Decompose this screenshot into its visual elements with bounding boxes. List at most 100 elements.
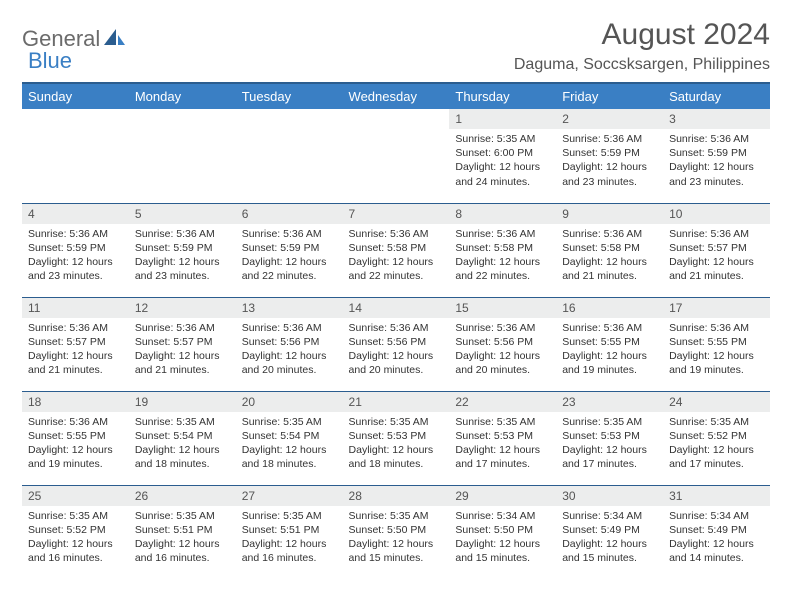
sunset-line: Sunset: 5:55 PM bbox=[28, 429, 123, 443]
daylight-line: and 20 minutes. bbox=[242, 363, 337, 377]
sunset-line: Sunset: 5:55 PM bbox=[562, 335, 657, 349]
daylight-line: Daylight: 12 hours bbox=[562, 349, 657, 363]
daylight-line: Daylight: 12 hours bbox=[562, 537, 657, 551]
sunset-line: Sunset: 6:00 PM bbox=[455, 146, 550, 160]
daylight-line: Daylight: 12 hours bbox=[669, 255, 764, 269]
daylight-line: Daylight: 12 hours bbox=[562, 255, 657, 269]
day-number: 27 bbox=[236, 486, 343, 506]
day-number: 2 bbox=[556, 109, 663, 129]
day-number: 29 bbox=[449, 486, 556, 506]
title-block: August 2024 Daguma, Soccsksargen, Philip… bbox=[514, 18, 770, 74]
sunrise-line: Sunrise: 5:35 AM bbox=[562, 415, 657, 429]
daylight-line: Daylight: 12 hours bbox=[28, 255, 123, 269]
sunrise-line: Sunrise: 5:35 AM bbox=[455, 132, 550, 146]
daylight-line: Daylight: 12 hours bbox=[669, 443, 764, 457]
daylight-line: and 23 minutes. bbox=[135, 269, 230, 283]
day-number: 1 bbox=[449, 109, 556, 129]
daylight-line: and 16 minutes. bbox=[28, 551, 123, 565]
daylight-line: Daylight: 12 hours bbox=[135, 537, 230, 551]
daylight-line: and 17 minutes. bbox=[562, 457, 657, 471]
day-details: Sunrise: 5:35 AMSunset: 6:00 PMDaylight:… bbox=[449, 129, 556, 191]
sunset-line: Sunset: 5:49 PM bbox=[669, 523, 764, 537]
day-details: Sunrise: 5:36 AMSunset: 5:55 PMDaylight:… bbox=[22, 412, 129, 474]
logo-word-2-wrap: Blue bbox=[28, 48, 72, 74]
calendar-week: 25Sunrise: 5:35 AMSunset: 5:52 PMDayligh… bbox=[22, 485, 770, 579]
day-number: 18 bbox=[22, 392, 129, 412]
location-subtitle: Daguma, Soccsksargen, Philippines bbox=[514, 56, 770, 74]
sunset-line: Sunset: 5:49 PM bbox=[562, 523, 657, 537]
daylight-line: and 20 minutes. bbox=[455, 363, 550, 377]
daylight-line: and 20 minutes. bbox=[349, 363, 444, 377]
logo: General bbox=[22, 18, 126, 52]
calendar-cell bbox=[129, 109, 236, 203]
daylight-line: and 21 minutes. bbox=[669, 269, 764, 283]
sunrise-line: Sunrise: 5:36 AM bbox=[28, 321, 123, 335]
day-details: Sunrise: 5:36 AMSunset: 5:56 PMDaylight:… bbox=[449, 318, 556, 380]
calendar-cell: 3Sunrise: 5:36 AMSunset: 5:59 PMDaylight… bbox=[663, 109, 770, 203]
sunrise-line: Sunrise: 5:36 AM bbox=[28, 227, 123, 241]
daylight-line: Daylight: 12 hours bbox=[562, 443, 657, 457]
calendar-cell: 19Sunrise: 5:35 AMSunset: 5:54 PMDayligh… bbox=[129, 391, 236, 485]
sunrise-line: Sunrise: 5:36 AM bbox=[562, 132, 657, 146]
day-details: Sunrise: 5:36 AMSunset: 5:59 PMDaylight:… bbox=[556, 129, 663, 191]
day-details: Sunrise: 5:36 AMSunset: 5:55 PMDaylight:… bbox=[556, 318, 663, 380]
sunrise-line: Sunrise: 5:35 AM bbox=[242, 415, 337, 429]
sunset-line: Sunset: 5:57 PM bbox=[135, 335, 230, 349]
sunset-line: Sunset: 5:50 PM bbox=[349, 523, 444, 537]
day-details: Sunrise: 5:36 AMSunset: 5:59 PMDaylight:… bbox=[22, 224, 129, 286]
header: General August 2024 Daguma, Soccsksargen… bbox=[22, 18, 770, 74]
day-details: Sunrise: 5:34 AMSunset: 5:49 PMDaylight:… bbox=[663, 506, 770, 568]
sunrise-line: Sunrise: 5:36 AM bbox=[135, 227, 230, 241]
logo-word-2: Blue bbox=[28, 48, 72, 73]
daylight-line: and 18 minutes. bbox=[349, 457, 444, 471]
sunset-line: Sunset: 5:58 PM bbox=[349, 241, 444, 255]
daylight-line: Daylight: 12 hours bbox=[455, 255, 550, 269]
day-details: Sunrise: 5:35 AMSunset: 5:54 PMDaylight:… bbox=[129, 412, 236, 474]
day-number: 8 bbox=[449, 204, 556, 224]
calendar-cell: 23Sunrise: 5:35 AMSunset: 5:53 PMDayligh… bbox=[556, 391, 663, 485]
day-number: 4 bbox=[22, 204, 129, 224]
calendar-cell: 4Sunrise: 5:36 AMSunset: 5:59 PMDaylight… bbox=[22, 203, 129, 297]
day-header: Friday bbox=[556, 83, 663, 109]
day-number: 31 bbox=[663, 486, 770, 506]
day-number: 20 bbox=[236, 392, 343, 412]
day-details: Sunrise: 5:36 AMSunset: 5:58 PMDaylight:… bbox=[343, 224, 450, 286]
day-number: 6 bbox=[236, 204, 343, 224]
daylight-line: Daylight: 12 hours bbox=[455, 160, 550, 174]
daylight-line: and 15 minutes. bbox=[349, 551, 444, 565]
calendar-cell: 21Sunrise: 5:35 AMSunset: 5:53 PMDayligh… bbox=[343, 391, 450, 485]
daylight-line: and 17 minutes. bbox=[455, 457, 550, 471]
day-details: Sunrise: 5:36 AMSunset: 5:56 PMDaylight:… bbox=[343, 318, 450, 380]
daylight-line: and 18 minutes. bbox=[242, 457, 337, 471]
sunrise-line: Sunrise: 5:35 AM bbox=[669, 415, 764, 429]
calendar-cell: 2Sunrise: 5:36 AMSunset: 5:59 PMDaylight… bbox=[556, 109, 663, 203]
day-details: Sunrise: 5:35 AMSunset: 5:51 PMDaylight:… bbox=[236, 506, 343, 568]
calendar-cell: 16Sunrise: 5:36 AMSunset: 5:55 PMDayligh… bbox=[556, 297, 663, 391]
calendar-cell: 31Sunrise: 5:34 AMSunset: 5:49 PMDayligh… bbox=[663, 485, 770, 579]
daylight-line: and 21 minutes. bbox=[28, 363, 123, 377]
calendar-cell: 11Sunrise: 5:36 AMSunset: 5:57 PMDayligh… bbox=[22, 297, 129, 391]
daylight-line: Daylight: 12 hours bbox=[455, 537, 550, 551]
sunset-line: Sunset: 5:51 PM bbox=[242, 523, 337, 537]
day-number: 17 bbox=[663, 298, 770, 318]
sunrise-line: Sunrise: 5:36 AM bbox=[242, 227, 337, 241]
daylight-line: Daylight: 12 hours bbox=[242, 443, 337, 457]
day-number: 15 bbox=[449, 298, 556, 318]
sunset-line: Sunset: 5:58 PM bbox=[562, 241, 657, 255]
day-details: Sunrise: 5:36 AMSunset: 5:59 PMDaylight:… bbox=[129, 224, 236, 286]
day-details: Sunrise: 5:36 AMSunset: 5:59 PMDaylight:… bbox=[236, 224, 343, 286]
calendar-cell: 14Sunrise: 5:36 AMSunset: 5:56 PMDayligh… bbox=[343, 297, 450, 391]
calendar-week: 1Sunrise: 5:35 AMSunset: 6:00 PMDaylight… bbox=[22, 109, 770, 203]
day-details: Sunrise: 5:35 AMSunset: 5:53 PMDaylight:… bbox=[556, 412, 663, 474]
calendar-cell: 5Sunrise: 5:36 AMSunset: 5:59 PMDaylight… bbox=[129, 203, 236, 297]
calendar-cell: 15Sunrise: 5:36 AMSunset: 5:56 PMDayligh… bbox=[449, 297, 556, 391]
sunset-line: Sunset: 5:51 PM bbox=[135, 523, 230, 537]
sunrise-line: Sunrise: 5:36 AM bbox=[135, 321, 230, 335]
calendar-cell: 25Sunrise: 5:35 AMSunset: 5:52 PMDayligh… bbox=[22, 485, 129, 579]
calendar-cell bbox=[22, 109, 129, 203]
day-details: Sunrise: 5:36 AMSunset: 5:57 PMDaylight:… bbox=[129, 318, 236, 380]
sunrise-line: Sunrise: 5:35 AM bbox=[135, 415, 230, 429]
day-number: 22 bbox=[449, 392, 556, 412]
sunrise-line: Sunrise: 5:36 AM bbox=[562, 227, 657, 241]
sunrise-line: Sunrise: 5:34 AM bbox=[455, 509, 550, 523]
